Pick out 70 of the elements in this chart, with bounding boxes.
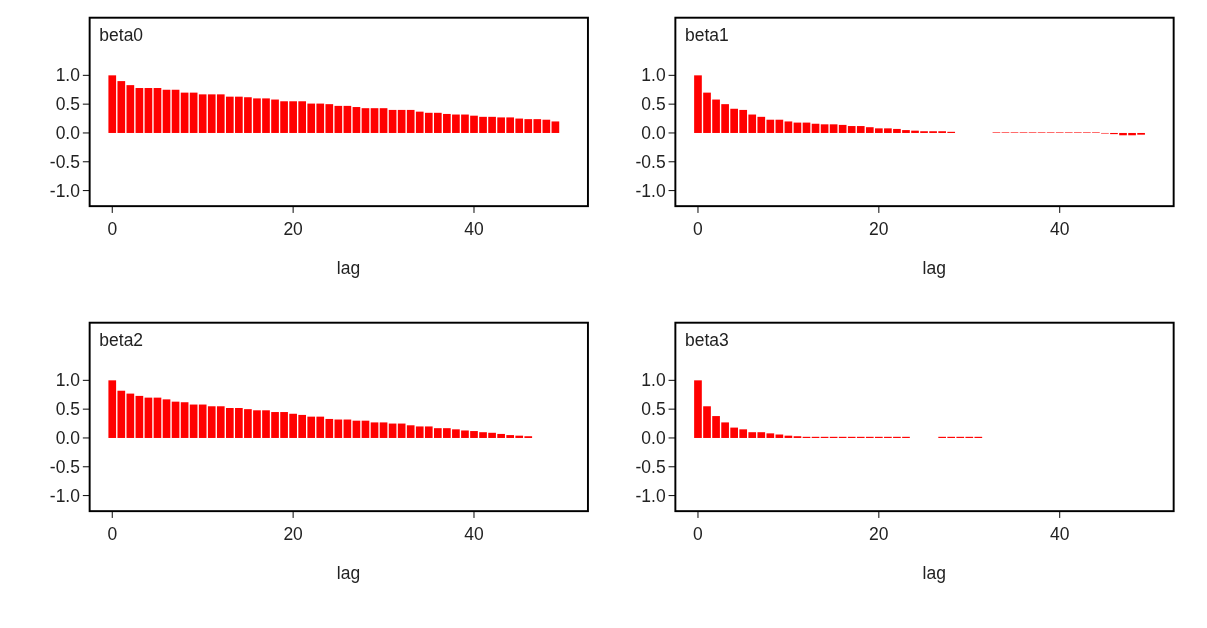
y-tick-label: 0.5 bbox=[641, 399, 666, 420]
y-tick-label: 0.0 bbox=[641, 123, 666, 144]
bar bbox=[126, 85, 135, 133]
bar bbox=[153, 397, 162, 438]
bar bbox=[551, 121, 560, 133]
bar bbox=[180, 92, 189, 133]
x-tick-label: 0 bbox=[107, 524, 118, 545]
bar bbox=[162, 89, 171, 133]
y-tick-label: -0.5 bbox=[635, 456, 666, 477]
y-tick-label: 0.5 bbox=[55, 399, 80, 420]
bar bbox=[397, 109, 406, 133]
chart-title: beta2 bbox=[99, 330, 144, 351]
x-axis-title: lag bbox=[336, 563, 361, 584]
y-tick-label: -0.5 bbox=[49, 456, 80, 477]
y-tick-label: -1.0 bbox=[49, 180, 81, 201]
bar bbox=[784, 121, 793, 133]
x-tick-label: 20 bbox=[869, 219, 889, 240]
x-tick-label: 0 bbox=[107, 219, 118, 240]
bar bbox=[171, 401, 180, 438]
y-tick-label: 0.5 bbox=[641, 94, 666, 115]
y-tick-label: -0.5 bbox=[635, 151, 666, 172]
bar bbox=[829, 124, 838, 133]
x-tick-label: 20 bbox=[869, 524, 889, 545]
y-tick-label: 0.0 bbox=[55, 123, 81, 144]
x-tick-label: 40 bbox=[1049, 219, 1070, 240]
x-tick-label: 0 bbox=[693, 524, 704, 545]
bar bbox=[334, 105, 343, 133]
x-axis-title: lag bbox=[922, 563, 946, 584]
x-axis-title: lag bbox=[336, 258, 361, 279]
bar bbox=[144, 397, 153, 438]
bar bbox=[343, 105, 352, 133]
y-tick-label: 1.0 bbox=[641, 370, 666, 391]
bar bbox=[180, 402, 189, 438]
x-axis-title: lag bbox=[922, 258, 946, 279]
x-tick-label: 40 bbox=[1049, 524, 1070, 545]
bar bbox=[352, 107, 361, 133]
x-tick-label: 40 bbox=[464, 524, 484, 545]
bar bbox=[361, 108, 370, 133]
x-tick-label: 40 bbox=[464, 219, 484, 240]
y-tick-label: -1.0 bbox=[49, 485, 81, 506]
bar bbox=[135, 88, 144, 133]
chart-title: beta3 bbox=[685, 330, 729, 351]
bar bbox=[126, 393, 135, 438]
bar bbox=[379, 422, 388, 438]
bar bbox=[370, 108, 379, 133]
bar bbox=[171, 89, 180, 133]
y-tick-label: -1.0 bbox=[635, 485, 666, 506]
x-tick-label: 0 bbox=[693, 219, 704, 240]
x-tick-label: 20 bbox=[283, 524, 304, 545]
y-tick-label: 1.0 bbox=[55, 65, 81, 86]
bar bbox=[189, 92, 198, 133]
bar bbox=[388, 109, 397, 133]
y-tick-label: 0.0 bbox=[55, 428, 81, 449]
y-tick-label: 1.0 bbox=[641, 65, 666, 86]
bar bbox=[135, 395, 144, 438]
chart-title: beta0 bbox=[99, 25, 144, 46]
bar bbox=[370, 422, 379, 438]
bar bbox=[153, 88, 162, 133]
y-tick-label: -1.0 bbox=[635, 180, 666, 201]
bar bbox=[189, 404, 198, 438]
y-tick-label: 1.0 bbox=[55, 370, 81, 391]
bar bbox=[162, 399, 171, 438]
y-tick-label: 0.5 bbox=[55, 94, 80, 115]
bar bbox=[820, 124, 829, 133]
bar bbox=[144, 88, 153, 133]
bar bbox=[379, 108, 388, 133]
y-tick-label: 0.0 bbox=[641, 428, 666, 449]
chart-title: beta1 bbox=[685, 25, 729, 46]
y-tick-label: -0.5 bbox=[49, 151, 80, 172]
x-tick-label: 20 bbox=[283, 219, 304, 240]
